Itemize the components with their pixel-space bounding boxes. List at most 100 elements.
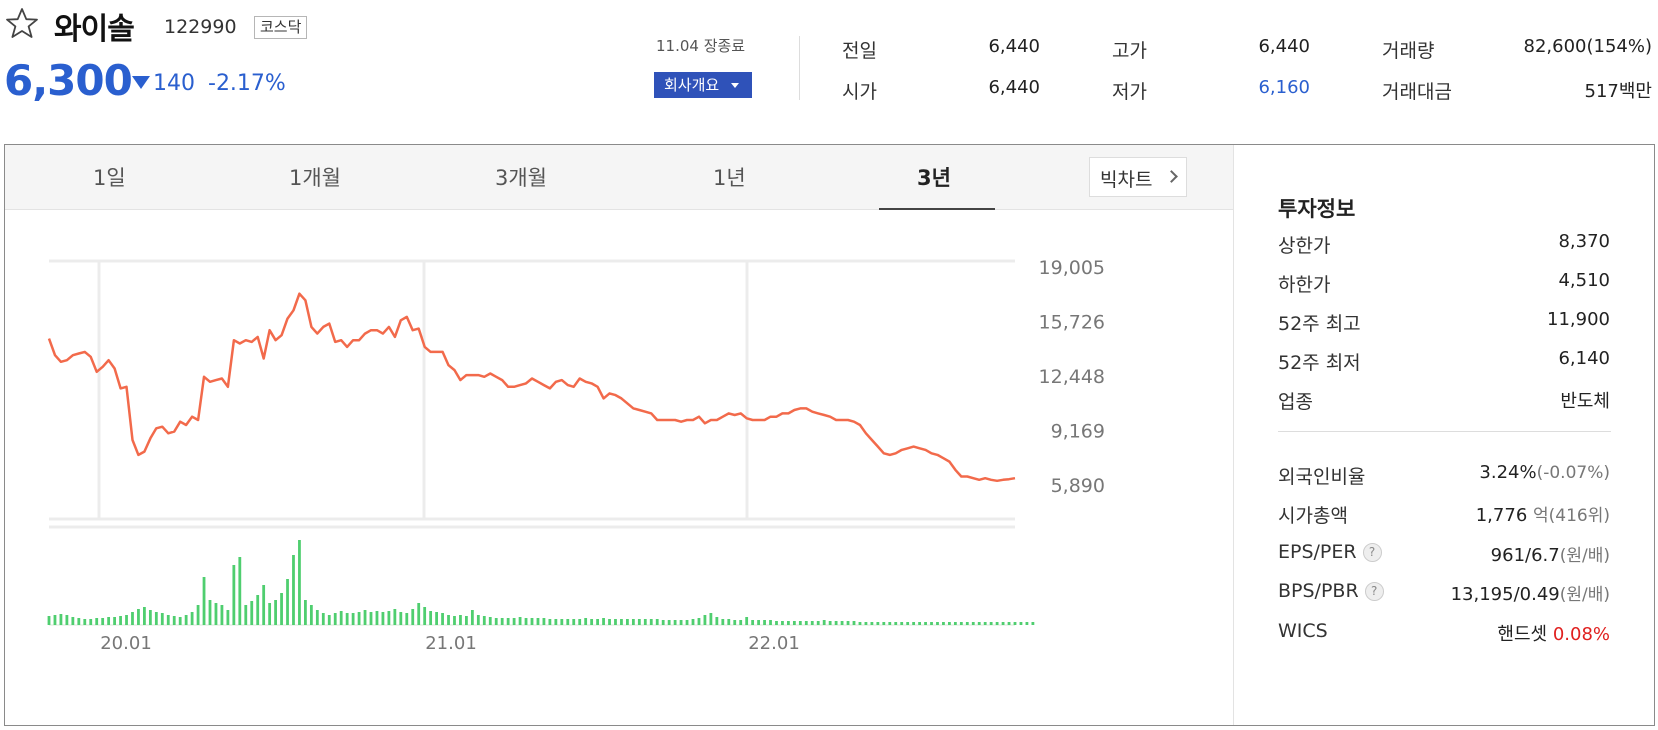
tab-3y[interactable]: 3년 bbox=[917, 166, 951, 190]
volume-bar bbox=[196, 605, 200, 625]
volume-bar bbox=[971, 622, 975, 625]
volume-bar bbox=[590, 619, 594, 625]
volume-bar bbox=[727, 619, 731, 625]
volume-bar bbox=[131, 612, 134, 625]
volume-bar bbox=[488, 617, 492, 625]
volume-bar bbox=[667, 620, 671, 625]
volume-bar bbox=[506, 618, 510, 625]
volume-bar bbox=[620, 619, 623, 625]
volume-bar bbox=[387, 611, 391, 625]
volume-bar bbox=[959, 622, 963, 625]
price-change: 140 bbox=[153, 71, 195, 96]
volume-bar bbox=[649, 619, 653, 625]
volume-bar bbox=[351, 613, 355, 625]
volume-bar bbox=[542, 618, 546, 625]
volume-bar bbox=[107, 617, 111, 625]
volume-bar bbox=[864, 622, 868, 625]
wics-change: 0.08% bbox=[1552, 624, 1610, 645]
volume-bar bbox=[608, 619, 611, 625]
volume-bar bbox=[739, 620, 743, 625]
eps-per-value: 961/6.7(원/배) bbox=[1491, 541, 1610, 566]
volume-bar bbox=[1025, 622, 1029, 625]
volume-bar bbox=[894, 622, 898, 625]
volume-bar bbox=[59, 614, 63, 625]
volume-bar bbox=[918, 622, 921, 625]
volume-bar bbox=[208, 600, 212, 625]
volume-bar bbox=[733, 620, 737, 625]
volume-bar bbox=[566, 619, 570, 625]
big-chart-label: 빅차트 bbox=[1100, 169, 1153, 191]
volume-bar bbox=[357, 612, 361, 625]
volume-bar bbox=[339, 611, 343, 625]
tab-3m[interactable]: 3개월 bbox=[495, 166, 548, 190]
volume-bar bbox=[769, 620, 772, 625]
high-value: 6,440 bbox=[1258, 36, 1310, 57]
volume-bar bbox=[476, 615, 480, 625]
volume-bar bbox=[578, 619, 582, 625]
volume-bar bbox=[775, 621, 778, 625]
volume-bar bbox=[101, 618, 105, 625]
tab-1y[interactable]: 1년 bbox=[713, 166, 746, 190]
volume-bar bbox=[256, 595, 260, 625]
company-overview-button[interactable]: 회사개요 bbox=[654, 72, 752, 98]
industry-value[interactable]: 반도체 bbox=[1560, 391, 1610, 412]
volume-bar bbox=[685, 620, 689, 625]
volume-bar bbox=[411, 609, 415, 625]
foreign-ratio: 3.24% bbox=[1479, 462, 1537, 483]
industry-label: 업종 bbox=[1278, 391, 1313, 413]
volume-bar bbox=[244, 605, 248, 625]
volume-bar bbox=[459, 615, 462, 625]
trade-date-status: 11.04 장종료 bbox=[656, 37, 746, 55]
bps-pbr: 13,195/0.49 bbox=[1450, 584, 1560, 605]
upper-limit-value: 8,370 bbox=[1558, 231, 1610, 252]
volume-bar bbox=[548, 619, 552, 625]
volume-bar bbox=[363, 610, 367, 625]
volume-bar bbox=[924, 622, 927, 625]
help-icon[interactable]: ? bbox=[1364, 582, 1384, 601]
volume-bar bbox=[83, 619, 87, 625]
y-axis-label: 9,169 bbox=[1051, 420, 1105, 442]
volume-bar bbox=[405, 613, 409, 625]
volume-bar bbox=[298, 540, 301, 625]
volume-bar bbox=[125, 615, 128, 625]
volume-bar bbox=[912, 622, 916, 625]
big-chart-button[interactable]: 빅차트 bbox=[1089, 157, 1187, 197]
volume-bar bbox=[315, 610, 319, 625]
investment-info-title: 투자정보 bbox=[1278, 197, 1356, 221]
foreign-ratio-change: (-0.07%) bbox=[1536, 463, 1610, 483]
down-arrow-icon bbox=[132, 76, 150, 89]
volume-bar bbox=[661, 620, 665, 625]
eps-per-text: EPS/PER bbox=[1278, 541, 1357, 563]
volume-bar bbox=[804, 621, 808, 625]
market-cap-value: 1,776 억(416위) bbox=[1476, 501, 1610, 526]
volume-bar bbox=[274, 600, 277, 625]
volume-bar bbox=[417, 603, 421, 625]
volume-bar bbox=[816, 621, 820, 625]
favorite-star-icon[interactable] bbox=[4, 6, 40, 42]
volume-bar bbox=[751, 620, 755, 625]
volume-bar bbox=[178, 617, 182, 625]
volume-bar bbox=[333, 613, 337, 625]
tab-1d[interactable]: 1일 bbox=[93, 166, 126, 190]
divider bbox=[1278, 431, 1611, 432]
eps-per-unit: (원/배) bbox=[1559, 546, 1610, 566]
volume-bar bbox=[989, 622, 993, 625]
open-value: 6,440 bbox=[988, 77, 1040, 98]
volume-bar bbox=[691, 619, 695, 625]
volume-bar bbox=[280, 593, 283, 625]
volume-bar bbox=[375, 611, 379, 625]
lower-limit-value: 4,510 bbox=[1558, 270, 1610, 291]
volume-value: 82,600(154%) bbox=[1523, 36, 1653, 57]
volume-bar bbox=[870, 622, 874, 625]
price-line bbox=[47, 292, 1016, 483]
volume-bar bbox=[882, 622, 886, 625]
volume-bar bbox=[71, 617, 75, 625]
tab-1m[interactable]: 1개월 bbox=[289, 166, 342, 190]
wics-sector[interactable]: 핸드셋 bbox=[1497, 624, 1548, 645]
bps-pbr-unit: (원/배) bbox=[1559, 585, 1610, 605]
x-axis-label: 21.01 bbox=[425, 633, 477, 654]
volume-bar bbox=[399, 612, 403, 625]
help-icon[interactable]: ? bbox=[1362, 543, 1382, 562]
chart-panel: 1일 1개월 3개월 1년 3년 빅차트 19,005 15,726 12,448 9… bbox=[4, 144, 1655, 726]
volume-bar bbox=[214, 603, 218, 625]
